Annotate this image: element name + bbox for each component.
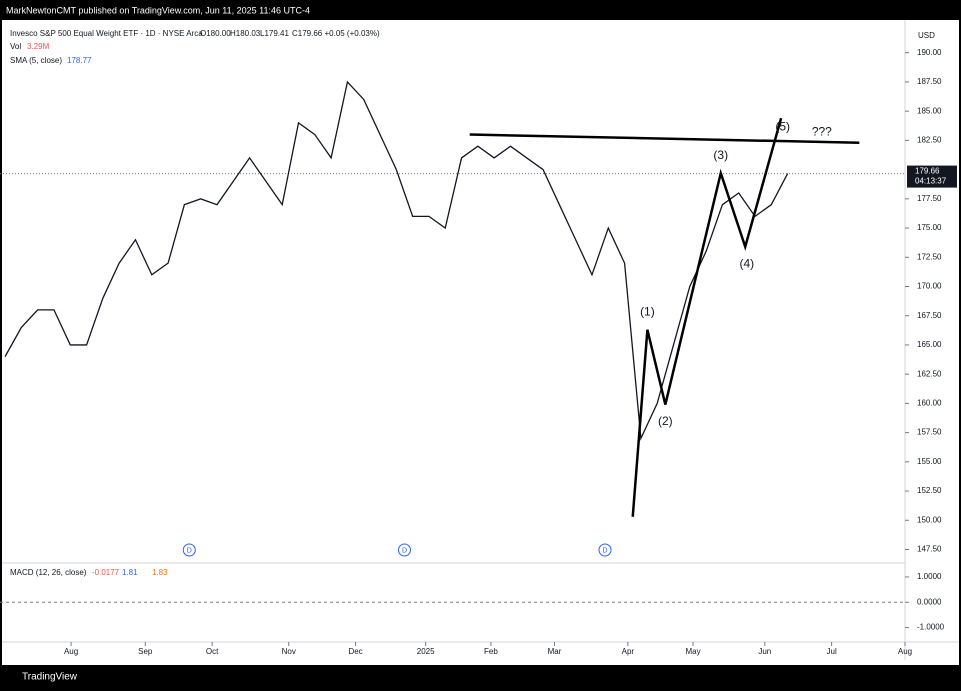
- x-tick-label: May: [685, 647, 700, 656]
- x-tick-label: Nov: [282, 647, 296, 656]
- dividend-marker: [182, 543, 196, 557]
- x-tick-label: Jun: [758, 647, 771, 656]
- macd-value: -0.0177: [92, 568, 120, 577]
- y-tick-label: 147.50: [917, 545, 942, 554]
- x-tick-label: Oct: [206, 647, 219, 656]
- y-tick-label: 190.00: [917, 48, 942, 57]
- y-tick-label: 157.50: [917, 428, 942, 437]
- wave-count: [631, 117, 783, 517]
- y-tick-label: 162.50: [917, 369, 942, 378]
- publish-note: MarkNewtonCMT published on TradingView.c…: [6, 5, 310, 15]
- macd-y-tick-label: 1.0000: [917, 572, 942, 581]
- y-tick-label: 160.00: [917, 398, 942, 407]
- macd-value: 1.83: [152, 568, 168, 577]
- x-tick-label: Aug: [64, 647, 78, 656]
- legend-text: L179.41: [260, 29, 289, 38]
- sma-value: 178.77: [67, 56, 92, 65]
- dividend-label: D: [187, 547, 192, 554]
- wave-label: (3): [713, 148, 728, 162]
- y-tick-label: 152.50: [917, 486, 942, 495]
- x-tick-label: Apr: [622, 647, 635, 656]
- macd-label: MACD (12, 26, close): [10, 568, 87, 577]
- last-price-label: 179.66: [915, 167, 940, 176]
- y-tick-label: 150.00: [917, 515, 942, 524]
- sma-label: SMA (5, close): [10, 56, 62, 65]
- y-tick-label: 170.00: [917, 282, 942, 291]
- chart-area: [2, 20, 959, 665]
- macd-value: 1.81: [122, 568, 138, 577]
- price-line: [4, 80, 789, 441]
- x-tick-label: 2025: [417, 647, 435, 656]
- macd-y-tick-label: -1.0000: [917, 623, 945, 632]
- y-tick-label: 165.00: [917, 340, 942, 349]
- volume-value: 3.29M: [27, 42, 50, 51]
- wave-label: ???: [812, 124, 832, 138]
- x-tick-label: Dec: [348, 647, 362, 656]
- footer-brand: TradingView: [22, 672, 78, 683]
- countdown: 04:13:37: [915, 177, 947, 186]
- legend-text: Invesco S&P 500 Equal Weight ETF · 1D · …: [10, 29, 203, 38]
- x-tick-label: Aug: [898, 647, 912, 656]
- wave-label: (1): [640, 304, 655, 318]
- dividend-label: D: [402, 547, 407, 554]
- trendline: [469, 133, 860, 144]
- last-price-box: [907, 165, 957, 188]
- x-tick-label: Jul: [827, 647, 837, 656]
- dividend-marker: [397, 543, 411, 557]
- dividend-marker: [598, 543, 612, 557]
- legend-text: H180.03: [230, 29, 261, 38]
- dividend-label: D: [602, 547, 607, 554]
- x-tick-label: Mar: [548, 647, 562, 656]
- y-tick-label: 177.50: [917, 194, 942, 203]
- y-tick-label: 167.50: [917, 311, 942, 320]
- currency-label: USD: [918, 31, 935, 40]
- y-tick-label: 182.50: [917, 135, 942, 144]
- macd-y-tick-label: 0.0000: [917, 597, 942, 606]
- wave-label: (4): [740, 256, 755, 270]
- wave-label: (5): [775, 120, 790, 134]
- volume-label: Vol: [10, 42, 21, 51]
- y-tick-label: 155.00: [917, 457, 942, 466]
- y-tick-label: 172.50: [917, 252, 942, 261]
- wave-label: (2): [658, 414, 673, 428]
- legend-text: C179.66 +0.05 (+0.03%): [292, 29, 380, 38]
- legend-text: O180.00: [200, 29, 231, 38]
- y-tick-label: 187.50: [917, 77, 942, 86]
- y-tick-label: 175.00: [917, 223, 942, 232]
- x-tick-label: Feb: [484, 647, 498, 656]
- x-tick-label: Sep: [138, 647, 153, 656]
- y-tick-label: 185.00: [917, 106, 942, 115]
